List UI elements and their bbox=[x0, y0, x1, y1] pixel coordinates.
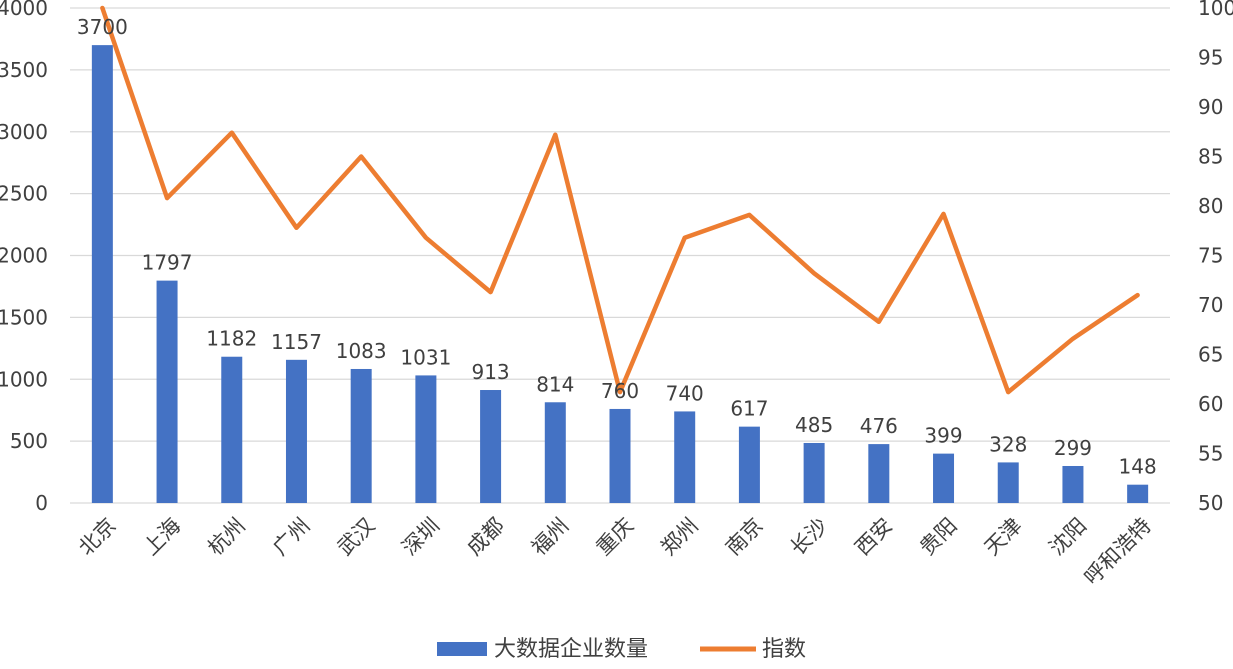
bar bbox=[739, 427, 760, 503]
bar bbox=[998, 462, 1019, 503]
bar bbox=[804, 443, 825, 503]
bar-data-label: 299 bbox=[1054, 436, 1092, 460]
bar-data-label: 617 bbox=[730, 397, 768, 421]
bar-data-label: 1083 bbox=[336, 339, 387, 363]
category-label: 武汉 bbox=[333, 513, 380, 560]
category-label: 北京 bbox=[74, 513, 121, 560]
legend: 大数据企业数量 指数 bbox=[437, 637, 806, 662]
category-label: 深圳 bbox=[397, 513, 444, 560]
bar bbox=[674, 411, 695, 503]
bar bbox=[610, 409, 631, 503]
category-label: 沈阳 bbox=[1045, 513, 1092, 560]
category-label: 西安 bbox=[850, 513, 897, 560]
right-y-axis: 50 55 60 65 70 75 80 85 90 95 100 bbox=[1198, 0, 1233, 515]
bar-data-label: 913 bbox=[471, 360, 509, 384]
right-axis-tick-label: 100 bbox=[1198, 0, 1233, 20]
bar-data-label: 760 bbox=[601, 379, 639, 403]
category-label: 贵阳 bbox=[915, 513, 962, 560]
legend-bar-swatch bbox=[437, 642, 487, 656]
bar-data-label: 485 bbox=[795, 413, 833, 437]
left-axis-tick-label: 2500 bbox=[0, 182, 48, 206]
x-axis: 北京上海杭州广州武汉深圳成都福州重庆郑州南京长沙西安贵阳天津沈阳呼和浩特 bbox=[74, 513, 1156, 589]
bar-data-label: 3700 bbox=[77, 15, 128, 39]
bar-data-label: 1797 bbox=[142, 251, 193, 275]
left-y-axis: 0 500 1000 1500 2000 2500 3000 3500 4000 bbox=[0, 0, 48, 515]
bar-data-label: 1182 bbox=[206, 327, 257, 351]
bar-data-label: 148 bbox=[1119, 455, 1157, 479]
left-axis-tick-label: 2000 bbox=[0, 244, 48, 268]
right-axis-tick-label: 75 bbox=[1198, 244, 1223, 268]
left-axis-tick-label: 0 bbox=[35, 491, 48, 515]
right-axis-tick-label: 65 bbox=[1198, 343, 1223, 367]
bar bbox=[868, 444, 889, 503]
left-axis-tick-label: 4000 bbox=[0, 0, 48, 20]
category-label: 重庆 bbox=[592, 513, 639, 560]
category-label: 南京 bbox=[721, 513, 768, 560]
category-label: 呼和浩特 bbox=[1080, 513, 1156, 589]
bar bbox=[415, 375, 436, 503]
bar-data-label: 476 bbox=[860, 414, 898, 438]
left-axis-tick-label: 3000 bbox=[0, 120, 48, 144]
bar bbox=[545, 402, 566, 503]
right-axis-tick-label: 60 bbox=[1198, 392, 1223, 416]
line-series bbox=[102, 8, 1137, 392]
bar-data-label: 1031 bbox=[400, 345, 451, 369]
left-axis-tick-label: 500 bbox=[10, 429, 48, 453]
category-label: 天津 bbox=[980, 513, 1027, 560]
bar bbox=[286, 360, 307, 503]
category-label: 杭州 bbox=[203, 513, 250, 560]
bar bbox=[221, 357, 242, 503]
category-label: 福州 bbox=[527, 513, 574, 560]
left-axis-tick-label: 1500 bbox=[0, 305, 48, 329]
bar-data-label: 399 bbox=[924, 424, 962, 448]
bar-data-label: 814 bbox=[536, 372, 574, 396]
right-axis-tick-label: 55 bbox=[1198, 442, 1223, 466]
bar bbox=[480, 390, 501, 503]
bar-data-label: 740 bbox=[666, 381, 704, 405]
bar-data-label: 328 bbox=[989, 432, 1027, 456]
bar bbox=[933, 454, 954, 503]
bar-data-label: 1157 bbox=[271, 330, 322, 354]
right-axis-tick-label: 85 bbox=[1198, 145, 1223, 169]
index-line bbox=[102, 8, 1137, 392]
left-axis-tick-label: 1000 bbox=[0, 367, 48, 391]
category-label: 长沙 bbox=[786, 513, 833, 560]
bar bbox=[157, 281, 178, 503]
category-label: 成都 bbox=[462, 513, 509, 560]
bar bbox=[92, 45, 113, 503]
right-axis-tick-label: 95 bbox=[1198, 46, 1223, 70]
bar bbox=[1062, 466, 1083, 503]
right-axis-tick-label: 50 bbox=[1198, 491, 1223, 515]
right-axis-tick-label: 70 bbox=[1198, 293, 1223, 317]
category-label: 上海 bbox=[139, 513, 186, 560]
right-axis-tick-label: 90 bbox=[1198, 95, 1223, 119]
left-axis-tick-label: 3500 bbox=[0, 58, 48, 82]
legend-bar-label: 大数据企业数量 bbox=[494, 637, 648, 662]
bar bbox=[1127, 485, 1148, 503]
category-label: 广州 bbox=[268, 513, 315, 560]
category-label: 郑州 bbox=[656, 513, 703, 560]
legend-line-label: 指数 bbox=[762, 637, 806, 662]
bar bbox=[351, 369, 372, 503]
right-axis-tick-label: 80 bbox=[1198, 194, 1223, 218]
